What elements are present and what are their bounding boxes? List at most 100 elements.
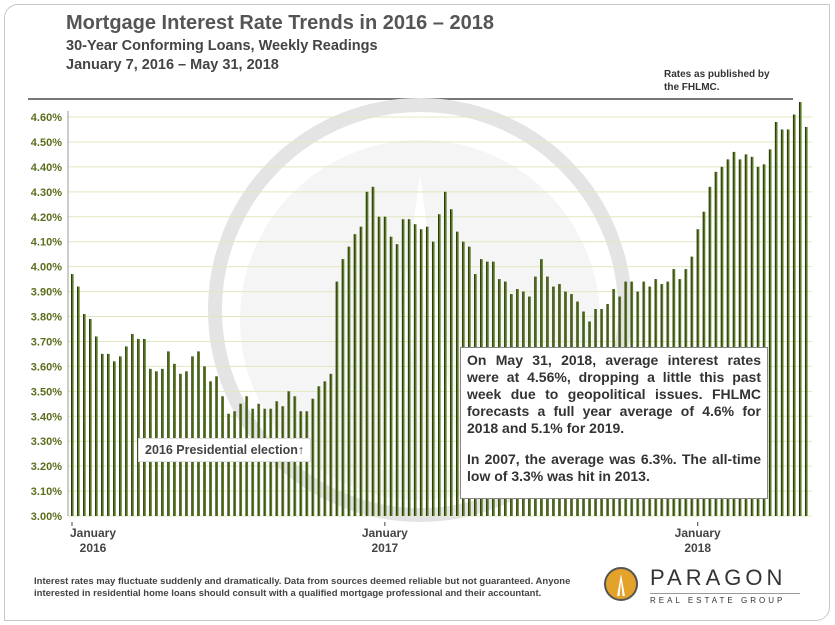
bar [425,226,429,516]
bar [792,114,796,516]
bar-edge [263,408,265,516]
bar [305,411,309,516]
bar-edge [804,126,806,516]
y-tick-label: 3.80% [31,312,62,324]
bar [329,373,333,516]
bar [317,386,321,516]
bar [131,333,134,516]
bar-edge [450,209,452,517]
bar-edge [77,286,79,516]
bar [401,219,405,516]
bar [768,149,772,516]
bar-edge [89,318,91,516]
bar-edge [191,356,193,516]
bar [119,356,122,516]
bar [371,186,375,516]
bar-edge [371,186,373,516]
x-tick-label: January 2017 [345,526,425,556]
callout-history: In 2007, the average was 6.3%. The all-t… [467,451,761,484]
bar-edge [756,166,758,516]
bar-edge [353,234,355,517]
logo-divider [650,593,800,594]
bar-edge [227,413,229,516]
chart-frame [4,4,830,621]
bar-edge [359,226,361,516]
bar [389,236,393,516]
paragon-logo: PARAGON REAL ESTATE GROUP [604,565,804,609]
bar-edge [720,166,722,516]
bar-edge [167,351,169,516]
bar [263,408,267,516]
chart-title: Mortgage Interest Rate Trends in 2016 – … [66,12,494,34]
y-tick-label: 4.50% [31,137,62,149]
y-tick-label: 3.10% [31,486,62,498]
y-tick-label: 4.10% [31,237,62,249]
bar-edge [143,338,145,516]
bar-edge [317,386,319,516]
bar-edge [738,159,740,517]
bar-edge [786,129,788,516]
bar-edge [401,219,403,516]
bar [456,231,459,516]
bar [143,338,146,516]
bar [774,121,778,517]
bar-edge [444,191,446,516]
bar [732,151,736,516]
bar [311,398,315,516]
y-tick-label: 3.70% [31,336,62,348]
bar [786,129,790,516]
bar [125,346,128,516]
bar-edge [131,333,133,516]
bar-edge [389,236,391,516]
bar [341,259,345,516]
bar [197,351,200,516]
bar [804,126,808,516]
bar [738,159,742,517]
x-tick-year: 2018 [684,541,712,555]
bar [395,244,399,516]
source-note: Rates as published by the FHLMC. [664,69,770,93]
bar-edge [83,314,85,516]
bar-edge [299,411,301,516]
bar-edge [750,156,752,516]
bar-edge [197,351,199,516]
bar-edge [71,274,72,516]
bar [383,216,387,516]
bar [113,361,116,516]
bar-edge [437,214,439,516]
bar [720,166,724,516]
bar [71,274,74,516]
bar-edge [101,353,103,516]
bar [450,209,453,517]
bar-edge [419,229,421,516]
bar [750,156,754,516]
bar-edge [377,216,379,516]
bar-edge [798,102,800,516]
bar [227,413,231,516]
x-tick-label: January 2016 [53,526,133,556]
callout-current-rates: On May 31, 2018, average interest rates … [467,352,761,436]
x-tick-month: January [674,526,721,540]
x-tick-label: January 2018 [658,526,738,556]
bar-edge [323,381,325,516]
bar-edge [407,219,409,516]
bar [726,159,730,517]
bar [359,226,363,516]
bar-edge [311,398,313,516]
y-tick-label: 3.40% [31,411,62,423]
bar-edge [347,246,349,517]
bar-edge [780,129,782,516]
bar-edge [383,216,385,516]
bar [77,286,80,516]
bar-edge [726,159,728,517]
bar [137,338,140,516]
bar [419,229,423,516]
bar [798,102,802,516]
chart-date-range: January 7, 2016 – May 31, 2018 [66,57,279,73]
bar [299,411,303,516]
y-tick-label: 4.30% [31,187,62,199]
bar [744,154,748,516]
bar-edge [774,121,776,517]
bar [335,281,339,516]
bar [347,246,351,517]
